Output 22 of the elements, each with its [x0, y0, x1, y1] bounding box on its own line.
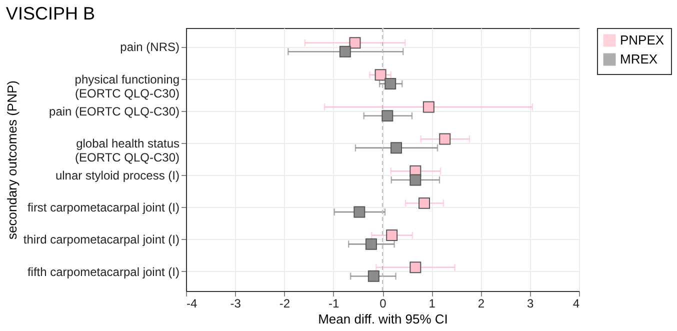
y-tick-label: physical functioning (EORTC QLQ-C30) [74, 72, 180, 100]
y-tick-label: pain (NRS) [120, 40, 180, 54]
x-tick-label: 0 [380, 296, 387, 310]
chart-title: VISCIPH B [6, 4, 95, 24]
y-tick-label: pain (EORTC QLQ-C30) [49, 104, 180, 118]
x-tick-label: 2 [478, 296, 485, 310]
y-tick-label: fifth carpometacarpal joint (I) [27, 264, 180, 279]
x-tick-label: -3 [230, 296, 242, 310]
legend-label: PNPEX [620, 32, 664, 48]
x-tick-label: -1 [328, 296, 340, 310]
x-tick-label: 3 [527, 296, 534, 310]
y-tick-label: third carpometacarpal joint (I) [23, 232, 180, 247]
x-tick-label: -4 [186, 296, 198, 310]
x-tick-label: 4 [572, 296, 580, 310]
x-tick-label: 1 [428, 296, 436, 310]
y-tick-label: first carpometacarpal joint (I) [27, 200, 180, 215]
x-tick-label: -2 [279, 296, 290, 310]
legend-label: MREX [620, 52, 658, 66]
y-tick-label: ulnar styloid process (I) [55, 168, 180, 183]
x-axis-title: Mean diff. with 95% CI [318, 312, 448, 326]
y-axis-title: secondary outcomes (PNP) [4, 80, 20, 240]
y-tick-label: global health status (EORTC QLQ-C30) [75, 136, 180, 164]
